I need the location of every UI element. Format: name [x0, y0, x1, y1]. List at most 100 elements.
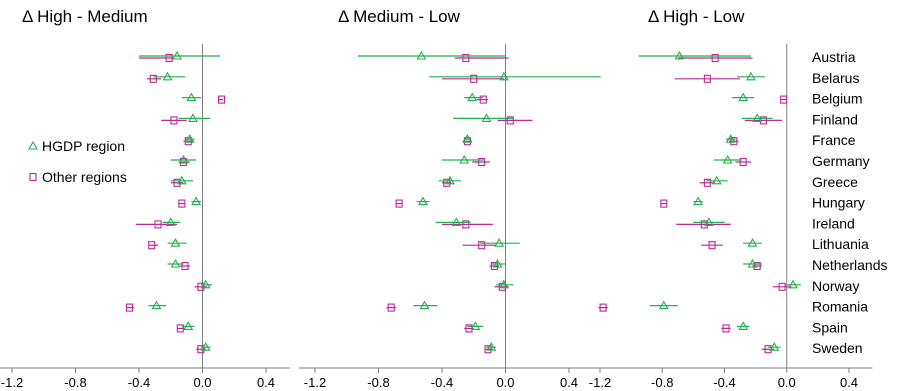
- x-tick-label: 0.4: [840, 375, 858, 390]
- hgdp-point: [170, 238, 181, 247]
- hgdp-point: [674, 50, 685, 60]
- hgdp-point: [486, 342, 497, 351]
- hgdp-point: [165, 217, 176, 226]
- country-label: Germany: [812, 153, 870, 169]
- country-label: Hungary: [812, 195, 865, 211]
- hgdp-point: [151, 300, 162, 310]
- hgdp-point: [746, 71, 756, 81]
- other-point: [722, 324, 730, 333]
- country-label: Norway: [812, 278, 859, 294]
- other-point: [703, 178, 711, 187]
- country-label: Finland: [812, 111, 858, 127]
- other-point: [711, 53, 719, 63]
- hgdp-point: [467, 92, 478, 102]
- hgdp-point: [492, 258, 503, 268]
- x-tick-label: -0.8: [64, 375, 86, 390]
- country-label: Belgium: [812, 91, 863, 107]
- x-tick-label: 0.0: [778, 375, 796, 390]
- hgdp-point: [451, 217, 462, 226]
- country-label: Belarus: [812, 70, 859, 86]
- other-point: [387, 303, 395, 312]
- panel-title-high-low: Δ High - Low: [648, 7, 745, 26]
- legend-other-label: Other regions: [42, 169, 127, 185]
- other-point: [395, 199, 403, 208]
- hgdp-point: [747, 258, 758, 268]
- legend-triangle-icon: [28, 140, 38, 150]
- hgdp-point: [494, 238, 505, 247]
- x-tick-label: -1.2: [304, 375, 326, 390]
- x-tick-label: -1.2: [589, 375, 611, 390]
- hgdp-point: [416, 50, 427, 60]
- hgdp-point: [738, 92, 749, 102]
- legend-hgdp-marker: [28, 140, 38, 150]
- hgdp-point: [183, 321, 194, 330]
- panel-title-high-medium: Δ High - Medium: [22, 7, 148, 26]
- other-point: [506, 116, 514, 125]
- hgdp-point: [419, 300, 430, 310]
- hgdp-point: [459, 154, 470, 164]
- hgdp-point: [176, 175, 187, 185]
- country-label: Ireland: [812, 215, 855, 231]
- other-point: [478, 241, 486, 250]
- other-point: [730, 137, 738, 146]
- legend-hgdp-label: HGDP region: [42, 138, 125, 154]
- other-point: [149, 74, 157, 83]
- other-point: [599, 303, 607, 312]
- hgdp-point: [178, 154, 189, 164]
- other-point: [484, 345, 492, 354]
- x-tick-label: 0.4: [560, 375, 578, 390]
- x-tick-label: -0.4: [713, 375, 735, 390]
- hgdp-point: [722, 154, 733, 164]
- other-point: [148, 241, 156, 250]
- x-tick-label: 0.0: [496, 375, 514, 390]
- hgdp-point: [186, 92, 197, 102]
- hgdp-point: [170, 258, 181, 268]
- other-point: [490, 261, 498, 271]
- other-point: [479, 95, 487, 104]
- legend: HGDP region Other regions: [28, 138, 127, 185]
- country-label: France: [812, 132, 856, 148]
- other-point: [708, 241, 716, 250]
- other-point: [197, 282, 205, 291]
- other-point: [739, 157, 747, 167]
- x-tick-label: 0.4: [257, 375, 275, 390]
- x-tick-label: -0.4: [431, 375, 453, 390]
- hgdp-point: [725, 134, 736, 143]
- hgdp-point: [658, 300, 669, 310]
- hgdp-point: [444, 175, 455, 185]
- panel-high-low: Δ High - Low -1.2 -0.8 -0.4 0.0 0.4: [584, 7, 873, 390]
- other-point: [170, 116, 178, 125]
- other-point: [470, 74, 478, 83]
- x-tick-label: -1.2: [1, 375, 23, 390]
- hgdp-point: [462, 134, 473, 143]
- x-tick-label: -0.8: [367, 375, 389, 390]
- country-label: Lithuania: [812, 236, 869, 252]
- hgdp-point: [470, 321, 481, 330]
- hgdp-point: [188, 113, 198, 122]
- hgdp-point: [200, 342, 211, 351]
- other-point: [176, 324, 184, 333]
- other-point: [178, 199, 186, 208]
- legend-square-icon: [29, 172, 37, 182]
- hgdp-point: [498, 279, 509, 289]
- hgdp-point: [498, 71, 509, 81]
- panel-medium-low: Δ Medium - Low -1.2 -0.8 -0.4 0.0 0.4: [299, 7, 601, 390]
- hgdp-point: [769, 342, 780, 351]
- other-point: [154, 220, 162, 229]
- other-point: [700, 220, 708, 229]
- hgdp-point: [418, 196, 428, 206]
- country-labels: Austria Belarus Belgium Finland France German…: [812, 49, 888, 356]
- other-point: [173, 178, 181, 187]
- other-point: [660, 199, 668, 208]
- other-point: [443, 178, 451, 187]
- x-tick-label: -0.8: [651, 375, 673, 390]
- panel-high-medium: Δ High - Medium -1.2 -0.8 -0.4 0.0 0.4: [0, 7, 290, 390]
- other-point: [218, 95, 226, 104]
- hgdp-point: [184, 134, 195, 143]
- hgdp-point: [481, 113, 492, 122]
- hgdp-point: [788, 279, 798, 289]
- country-label: Sweden: [812, 340, 863, 356]
- x-tick-label: 0.0: [193, 375, 211, 390]
- country-label: Greece: [812, 174, 858, 190]
- panel-title-medium-low: Δ Medium - Low: [338, 7, 461, 26]
